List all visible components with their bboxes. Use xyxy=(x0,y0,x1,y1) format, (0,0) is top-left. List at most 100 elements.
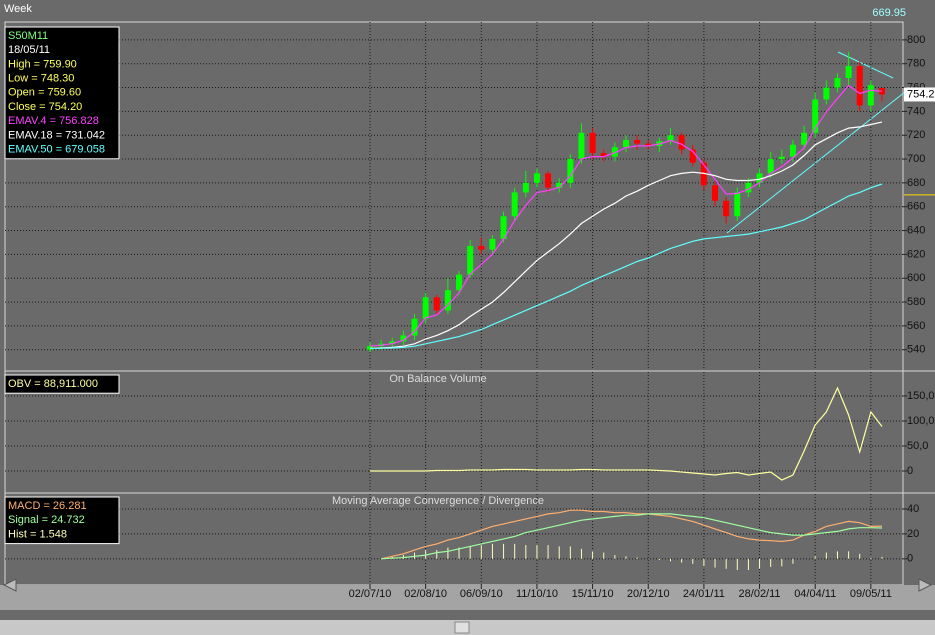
candle-body xyxy=(456,274,463,291)
y-tick-label: 660 xyxy=(907,201,925,213)
info-line: Close = 754.20 xyxy=(8,101,82,113)
candle-body xyxy=(845,66,852,79)
candle-body xyxy=(478,246,485,250)
y-tick-label: 680 xyxy=(907,177,925,189)
candle-body xyxy=(444,290,451,311)
info-line: Signal = 24.732 xyxy=(8,514,85,526)
candle-body xyxy=(823,87,830,100)
info-line: EMAV.4 = 756.828 xyxy=(8,115,99,127)
candle-body xyxy=(867,85,874,106)
last-price-flag xyxy=(904,87,935,102)
candle-body xyxy=(801,132,808,145)
candle-body xyxy=(545,173,552,188)
y-tick-label: 20 xyxy=(907,528,919,540)
candle-body xyxy=(522,182,529,193)
y-tick-label: 600 xyxy=(907,272,925,284)
info-line: MACD = 26.281 xyxy=(8,500,87,512)
candle-body xyxy=(667,135,674,142)
candle-body xyxy=(533,173,540,183)
candle-body xyxy=(834,78,841,88)
candle-body xyxy=(734,192,741,217)
y-tick-label: 780 xyxy=(907,58,925,70)
series-line xyxy=(369,121,883,350)
y-tick-label: 0 xyxy=(907,553,913,565)
y-tick-label: 540 xyxy=(907,344,925,356)
series-line xyxy=(370,386,883,481)
last-price-label: 754.2 xyxy=(907,88,935,100)
y-tick-label: 580 xyxy=(907,296,925,308)
info-box xyxy=(4,496,120,545)
candle-body xyxy=(712,185,719,201)
info-line: Open = 759.60 xyxy=(8,87,81,99)
trend-line xyxy=(837,51,894,79)
x-tick-label: 09/05/11 xyxy=(850,588,892,600)
candle-body xyxy=(856,66,863,106)
x-tick-label: 11/10/10 xyxy=(516,588,558,600)
scroll-thumb[interactable] xyxy=(454,621,470,634)
x-tick-label: 02/08/10 xyxy=(404,588,447,600)
candle-body xyxy=(767,159,774,174)
candle-body xyxy=(611,147,618,157)
y-tick-label: 560 xyxy=(907,320,925,332)
series-line xyxy=(380,509,883,560)
candle-body xyxy=(556,182,563,188)
series-line xyxy=(369,84,883,347)
candle-body xyxy=(400,335,407,342)
candle-body xyxy=(500,216,507,239)
candle-body xyxy=(433,297,440,311)
candle-body xyxy=(489,238,496,250)
candle-body xyxy=(812,99,819,133)
scroll-left[interactable] xyxy=(2,578,17,592)
info-line: High = 759.90 xyxy=(8,58,77,70)
candle-body xyxy=(645,143,652,146)
trend-line xyxy=(726,91,906,234)
window-label: Week xyxy=(4,3,32,15)
date-axis-bar xyxy=(0,585,935,610)
candle-body xyxy=(389,341,396,344)
candle-body xyxy=(511,192,518,217)
candle-body xyxy=(634,139,641,144)
panel-title: On Balance Volume xyxy=(389,373,486,385)
info-line: OBV = 88,911.000 xyxy=(8,378,98,390)
x-tick-label: 06/09/10 xyxy=(460,588,503,600)
candle-body xyxy=(723,200,730,217)
y-tick-label: 0 xyxy=(907,465,913,477)
info-line: EMAV.50 = 679.058 xyxy=(8,144,105,156)
x-tick-label: 28/02/11 xyxy=(739,588,781,600)
x-tick-label: 04/04/11 xyxy=(794,588,836,600)
cursor-value: 669.95 xyxy=(872,7,906,19)
candle-body xyxy=(689,149,696,163)
info-box xyxy=(4,26,120,160)
y-tick-label: 800 xyxy=(907,34,925,46)
x-tick-label: 15/11/10 xyxy=(572,588,614,600)
info-box xyxy=(4,374,120,394)
candle-body xyxy=(778,156,785,160)
info-line: Hist = 1.548 xyxy=(8,528,67,540)
candle-body xyxy=(745,182,752,193)
y-tick-label: 720 xyxy=(907,129,925,141)
y-tick-label: 740 xyxy=(907,105,925,117)
scroll-right[interactable] xyxy=(918,578,933,592)
info-line: S50M11 xyxy=(8,30,48,42)
y-tick-label: 700 xyxy=(907,153,925,165)
x-tick-label: 02/07/10 xyxy=(349,588,392,600)
candle-body xyxy=(756,173,763,183)
panel-title: Moving Average Convergence / Divergence xyxy=(332,495,544,507)
series-line xyxy=(381,513,883,560)
y-tick-label: 50,0 xyxy=(907,440,928,452)
candle-body xyxy=(411,318,418,336)
plot-frame xyxy=(4,21,904,586)
candle-body xyxy=(578,132,585,160)
y-tick-label: 640 xyxy=(907,224,925,236)
y-tick-label: 620 xyxy=(907,248,925,260)
candle-body xyxy=(422,297,429,319)
candle-body xyxy=(589,132,596,154)
x-tick-label: 24/01/11 xyxy=(683,588,725,600)
candle-body xyxy=(622,139,629,148)
candle-body xyxy=(678,135,685,150)
info-line: Low = 748.30 xyxy=(8,73,74,85)
candle-body xyxy=(600,153,607,157)
y-tick-label: 100,0 xyxy=(907,415,935,427)
